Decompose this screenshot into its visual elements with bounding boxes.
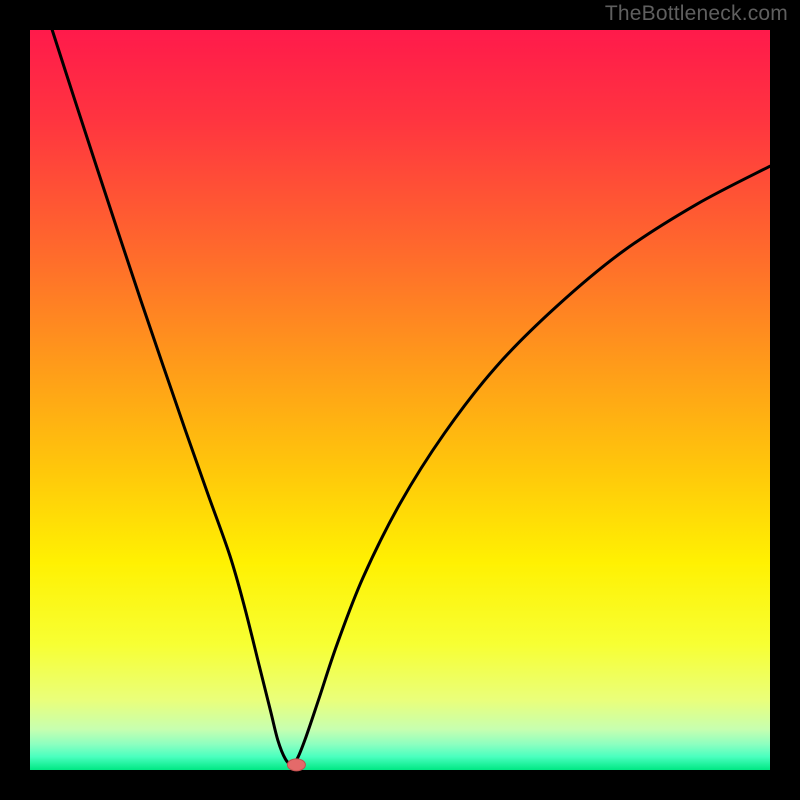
watermark-text: TheBottleneck.com (605, 2, 788, 26)
apex-marker (287, 759, 305, 771)
plot-background (30, 30, 770, 770)
chart-container: TheBottleneck.com (0, 0, 800, 800)
bottleneck-plot (0, 0, 800, 800)
